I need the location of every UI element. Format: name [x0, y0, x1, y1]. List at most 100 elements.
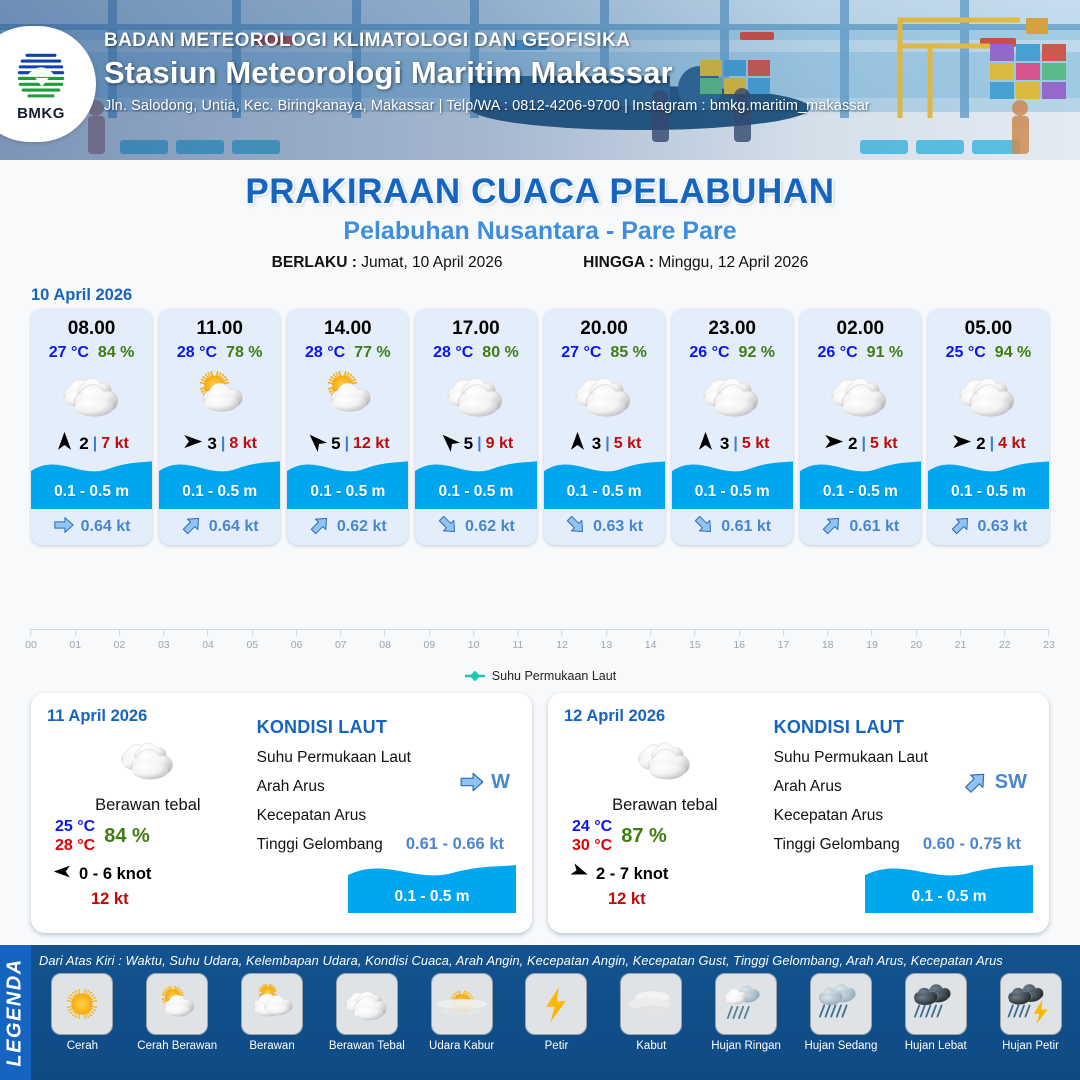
card-wind-speed: 2: [79, 434, 89, 453]
legend-item: Udara Kabur: [416, 973, 507, 1076]
day-condition: Berawan tebal: [95, 796, 201, 814]
current-direction-label: Arah Arus: [773, 778, 842, 795]
card-humidity: 94 %: [994, 344, 1032, 361]
forecast-card[interactable]: 14.00 28 °C 77 % 5 | 12 kt: [287, 309, 409, 545]
card-wind-speed: 5: [463, 434, 474, 453]
card-wave-height: 0.1 - 0.5 m: [182, 483, 258, 500]
card-time: 11.00: [196, 318, 243, 339]
chart-tick: 06: [290, 629, 303, 651]
card-gust: 9 kt: [485, 435, 514, 452]
wind-separator: |: [605, 435, 610, 452]
current-direction-arrow-icon: [437, 514, 459, 541]
legend-hujan-sedang-icon: [809, 973, 872, 1035]
chart-tick: 17: [778, 629, 789, 651]
wave-height-label: Tinggi Gelombang: [256, 836, 383, 853]
forecast-card[interactable]: 02.00 26 °C 91 % 2 | 5 kt: [799, 309, 921, 545]
legend-tab-label: LEGENDA: [4, 958, 27, 1067]
card-time: 02.00: [836, 318, 885, 339]
day-current-direction-value: SW: [963, 769, 1027, 795]
legend-item: Berawan Tebal: [321, 973, 412, 1076]
chart-tick: 13: [601, 629, 612, 651]
chart-tick: 08: [379, 629, 391, 651]
day-summary-panel[interactable]: 12 April 2026 Berawan tebal 24 °C 30 °C: [548, 693, 1049, 933]
day-temp-max: 28 °C: [55, 837, 96, 854]
forecast-card[interactable]: 11.00 28 °C 78 % 3 | 8 kt: [159, 309, 281, 545]
chart-tick-label: 23: [1043, 639, 1055, 651]
card-time: 14.00: [324, 318, 372, 339]
page-subtitle: Pelabuhan Nusantara - Pare Pare: [343, 217, 737, 245]
chart-tick-label: 06: [290, 639, 303, 651]
card-temp-humidity: 27 °C 84 %: [31, 344, 152, 362]
card-current-speed: 0.64 kt: [208, 518, 259, 535]
card-current-speed: 0.61 kt: [721, 518, 772, 535]
chart-tick: 10: [468, 629, 479, 651]
legend-item: Hujan Ringan: [701, 973, 792, 1076]
day-wind-range: 2 - 7 knot: [596, 864, 669, 883]
sst-label: Suhu Permukaan Laut: [773, 749, 928, 766]
bmkg-logo-label: BMKG: [17, 105, 65, 122]
card-temp-humidity: 26 °C 92 %: [672, 344, 793, 362]
chart-tick-label: 05: [246, 639, 259, 651]
chart-tick: 14: [645, 629, 656, 651]
card-wave-height: 0.1 - 0.5 m: [694, 483, 770, 500]
chart-tick-label: 16: [733, 639, 746, 651]
forecast-card[interactable]: 20.00 27 °C 85 % 3 | 5 kt: [543, 309, 665, 545]
chart-tick: 02: [114, 629, 125, 651]
chart-tick-label: 20: [910, 639, 923, 651]
wind-separator: |: [733, 435, 738, 452]
card-wind-row: 3 | 8 kt: [159, 427, 280, 461]
card-temperature: 28 °C: [433, 344, 474, 361]
forecast-card[interactable]: 17.00 28 °C 80 % 5 | 9 kt: [415, 309, 537, 545]
day-panel-left: 11 April 2026 Berawan tebal 25 °C 28 °C: [47, 707, 249, 919]
legend-item-label: Hujan Sedang: [804, 1040, 878, 1052]
current-direction-arrow-icon: [565, 514, 587, 541]
forecast-date-label: 10 April 2026: [31, 286, 133, 304]
day-current-direction-value: W: [459, 769, 510, 795]
legend-cerah-icon: [51, 973, 114, 1035]
day-wind-direction-arrow-icon: [53, 862, 72, 886]
chart-tick-label: 11: [512, 639, 524, 651]
current-direction-arrow-icon: [53, 514, 75, 541]
card-current-row: 0.63 kt: [543, 509, 665, 545]
chart-tick: 00: [25, 629, 37, 651]
day-temp-humidity: 25 °C 28 °C 84 %: [47, 818, 249, 855]
card-weather-berawan-tebal-icon: [31, 364, 152, 426]
chart-legend: Suhu Permukaan Laut: [0, 669, 1080, 683]
card-wave-height: 0.1 - 0.5 m: [54, 483, 130, 500]
current-direction-arrow-icon: [181, 514, 203, 541]
bmkg-logo-icon: [17, 53, 65, 98]
card-humidity: 77 %: [354, 344, 391, 361]
day-date: 12 April 2026: [564, 707, 666, 725]
sst-chart: 00 01 02 03 04 05 06 07 08 09 10 11 12 13 14 15 16 17 18 19…: [25, 571, 1055, 661]
wave-height-label: Tinggi Gelombang: [773, 836, 900, 853]
card-current-row: 0.61 kt: [799, 509, 921, 545]
wind-direction-arrow-icon: [951, 431, 972, 457]
card-wave-band: 0.1 - 0.5 m: [799, 457, 921, 509]
forecast-card[interactable]: 23.00 26 °C 92 % 3 | 5 kt: [671, 309, 793, 545]
day-summary-panel[interactable]: 11 April 2026 Berawan tebal 25 °C 28 °C: [31, 693, 532, 933]
card-temp-humidity: 28 °C 77 %: [287, 344, 408, 362]
day-humidity: 87 %: [621, 825, 667, 847]
sst-legend-label: Suhu Permukaan Laut: [491, 669, 617, 683]
card-wind-speed: 3: [591, 434, 602, 453]
legend-item: Berawan: [227, 973, 318, 1076]
card-wind-row: 5 | 9 kt: [415, 427, 536, 461]
legend-item: Hujan Petir: [985, 973, 1076, 1076]
wind-separator: |: [344, 435, 350, 452]
card-wind-speed: 2: [976, 434, 986, 453]
forecast-card[interactable]: 08.00 27 °C 84 % 2 | 7 kt: [31, 309, 153, 545]
current-speed-label: Kecepatan Arus: [256, 807, 367, 824]
chart-tick-label: 09: [423, 639, 436, 651]
card-wave-height: 0.1 - 0.5 m: [310, 483, 386, 500]
card-humidity: 92 %: [738, 344, 776, 361]
legend-bar: LEGENDA Dari Atas Kiri : Waktu, Suhu Uda…: [0, 945, 1080, 1080]
legend-item-label: Berawan: [249, 1040, 295, 1052]
chart-tick-label: 07: [334, 639, 347, 651]
legend-item-label: Hujan Lebat: [904, 1040, 967, 1052]
chart-tick: 01: [69, 629, 81, 651]
card-wind-speed: 5: [331, 434, 341, 453]
wind-direction-arrow-icon: [306, 431, 328, 457]
card-wave-height: 0.1 - 0.5 m: [438, 483, 514, 500]
forecast-card[interactable]: 05.00 25 °C 94 % 2 | 4 kt: [927, 309, 1049, 545]
chart-x-ticks: 00 01 02 03 04 05 06 07 08 09 10 11 12 13 14 15 16 17 18 19…: [25, 629, 1055, 659]
